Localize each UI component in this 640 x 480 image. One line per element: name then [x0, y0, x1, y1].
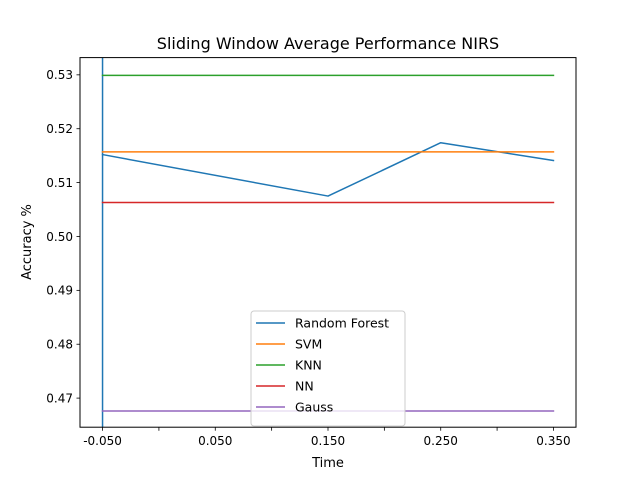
legend-box: [250, 310, 406, 427]
chart-title: Sliding Window Average Performance NIRS: [157, 34, 499, 53]
y-tick-label: 0.47: [46, 391, 73, 405]
legend-label-svm: SVM: [295, 337, 322, 352]
legend-label-nn: NN: [295, 379, 314, 394]
y-axis-label: Accuracy %: [20, 204, 35, 280]
x-tick-label: 0.350: [536, 434, 570, 448]
x-tick-label: -0.050: [83, 434, 122, 448]
legend: Random Forest SVM KNN NN Gauss: [250, 310, 406, 427]
legend-label-random-forest: Random Forest: [295, 316, 389, 331]
x-tick-label: 0.250: [424, 434, 458, 448]
legend-label-gauss: Gauss: [295, 400, 333, 415]
y-axis: 0.47 0.48 0.49 0.50 0.51 0.52 0.53: [46, 68, 80, 405]
y-tick-label: 0.53: [46, 68, 73, 82]
y-tick-label: 0.50: [46, 230, 73, 244]
x-axis-label: Time: [311, 456, 344, 471]
y-tick-label: 0.52: [46, 122, 73, 136]
y-tick-label: 0.48: [46, 338, 73, 352]
series-line-random-forest: [101, 141, 555, 197]
x-tick-label: 0.050: [198, 434, 232, 448]
x-axis: -0.050 0.050 0.150 0.250 0.350: [83, 427, 571, 448]
y-tick-label: 0.51: [46, 176, 73, 190]
legend-label-knn: KNN: [295, 358, 322, 373]
y-tick-label: 0.49: [46, 284, 73, 298]
x-tick-label: 0.150: [311, 434, 345, 448]
